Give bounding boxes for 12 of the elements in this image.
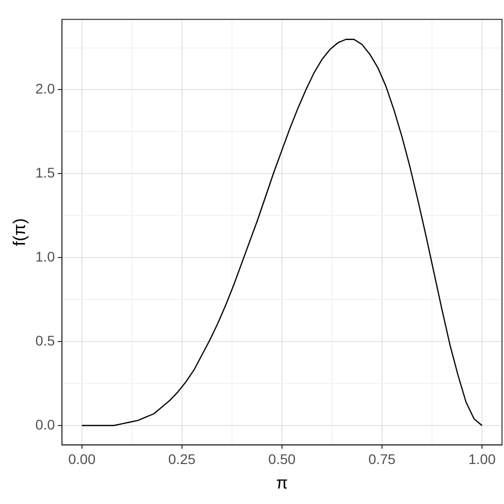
x-tick-label: 0.25 bbox=[168, 451, 196, 468]
y-tick-label: 0.5 bbox=[35, 332, 56, 348]
y-tick-label: 1.0 bbox=[35, 248, 56, 264]
x-tick-label: 0.75 bbox=[368, 451, 396, 468]
x-tick-label: 0.00 bbox=[68, 451, 96, 468]
y-axis-title: f(π) bbox=[10, 218, 29, 246]
x-axis-title: π bbox=[276, 473, 288, 492]
x-tick-label: 0.50 bbox=[268, 451, 296, 468]
y-tick-label: 0.0 bbox=[35, 416, 56, 432]
y-tick-label: 2.0 bbox=[35, 80, 56, 97]
y-tick-label: 1.5 bbox=[35, 164, 56, 181]
x-tick-label: 1.00 bbox=[468, 451, 496, 468]
